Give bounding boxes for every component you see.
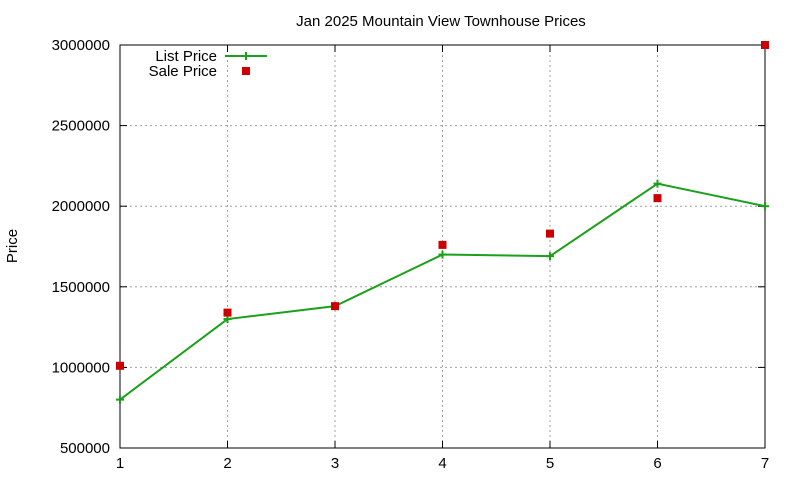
- data-point: [116, 395, 124, 404]
- legend-plus: [242, 52, 250, 60]
- x-tick-label: 7: [761, 455, 769, 472]
- y-tick-label: 1500000: [52, 279, 110, 296]
- x-tick-label: 5: [546, 455, 554, 472]
- y-tick-label: 1000000: [52, 359, 110, 376]
- data-point: [116, 361, 124, 370]
- data-point: [331, 302, 339, 311]
- data-point: [653, 179, 662, 188]
- y-tick-label: 2500000: [52, 118, 110, 135]
- series-list-price: [116, 179, 769, 404]
- data-point: [438, 240, 447, 249]
- data-point: [546, 229, 554, 238]
- series-layer: [116, 41, 769, 404]
- series-sale-price: [116, 41, 769, 370]
- legend-marker-sale-price: [242, 67, 250, 75]
- data-point: [546, 252, 554, 261]
- x-tick-label: 6: [653, 455, 661, 472]
- legend: List Price Sale Price: [149, 48, 267, 80]
- x-tick-label: 3: [331, 455, 339, 472]
- x-axis-tick-labels: 1 2 3 4 5 6 7: [116, 455, 769, 472]
- x-tick-label: 2: [223, 455, 231, 472]
- y-axis-label: Price: [4, 229, 21, 263]
- legend-label-sale-price: Sale Price: [149, 63, 217, 80]
- data-point: [761, 41, 769, 49]
- y-tick-label: 2000000: [52, 198, 110, 215]
- chart-title: Jan 2025 Mountain View Townhouse Prices: [296, 13, 586, 30]
- y-tick-label: 3000000: [52, 37, 110, 54]
- legend-label-list-price: List Price: [155, 48, 217, 65]
- y-axis-tick-labels: 500000 1000000 1500000 2000000 2500000 300000…: [52, 37, 110, 457]
- data-point: [761, 202, 769, 211]
- y-tick-label: 500000: [60, 440, 110, 457]
- x-tick-label: 1: [116, 455, 124, 472]
- legend-marker-list-price: [242, 52, 250, 60]
- data-point: [438, 250, 447, 259]
- data-point: [653, 194, 662, 203]
- data-point: [223, 308, 232, 317]
- x-tick-label: 4: [438, 455, 446, 472]
